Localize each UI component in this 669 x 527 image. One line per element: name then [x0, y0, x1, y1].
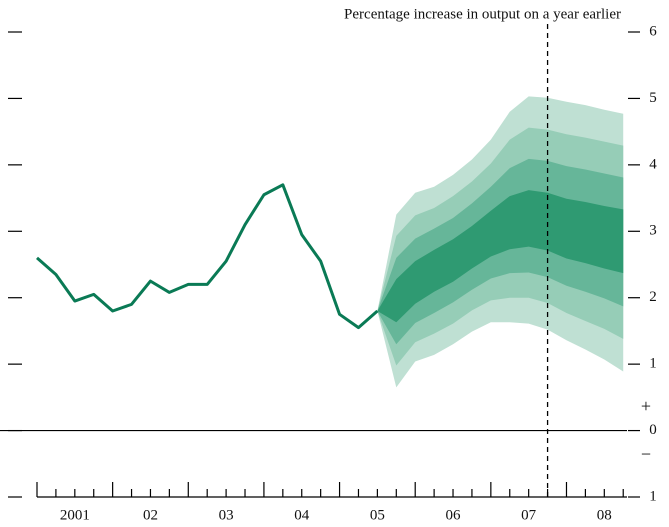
- y-tick-label: 1: [649, 356, 657, 372]
- y-tick-label: 1: [649, 488, 657, 504]
- y-tick-label: 4: [649, 156, 657, 172]
- x-tick-label: 08: [597, 507, 612, 523]
- y-tick-label: 0: [649, 422, 657, 438]
- y-tick-label: 5: [649, 90, 657, 106]
- y-tick-label: 3: [649, 223, 657, 239]
- x-tick-label: 05: [370, 507, 385, 523]
- y-tick-label: 6: [649, 23, 657, 39]
- fan-band: [377, 190, 624, 323]
- x-tick-label: 2001: [60, 507, 90, 523]
- x-tick-label: 04: [294, 507, 310, 523]
- x-tick-label: 07: [521, 507, 537, 523]
- x-tick-label: 06: [446, 507, 462, 523]
- chart-title: Percentage increase in output on a year …: [344, 6, 621, 22]
- x-tick-label: 03: [219, 507, 234, 523]
- sign-label: −: [641, 444, 651, 464]
- data-line: [36, 183, 379, 330]
- sign-label: +: [641, 396, 651, 416]
- y-tick-label: 2: [649, 289, 657, 305]
- x-tick-label: 02: [143, 507, 158, 523]
